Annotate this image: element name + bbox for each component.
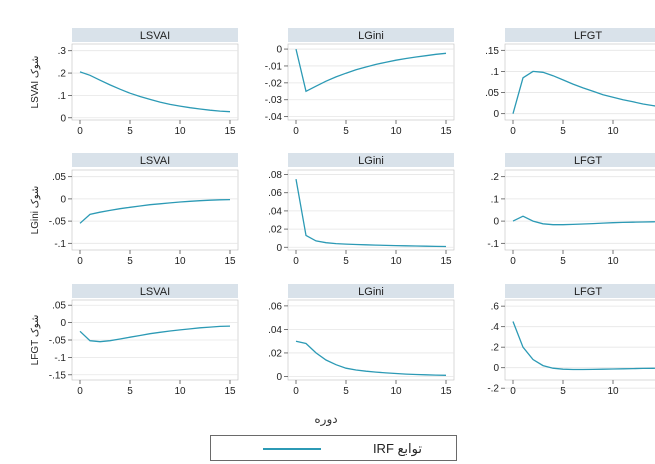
y-tick-label-r1c1-2: .2 — [58, 69, 67, 80]
x-tick-label-r1c1-2: 10 — [174, 126, 186, 137]
y-tick-label-r1c3-2: .1 — [491, 67, 500, 78]
y-tick-label-r3c3-3: 0 — [493, 363, 499, 374]
x-axis-label: دوره — [296, 412, 356, 426]
y-tick-label-r3c1-1: 0 — [60, 318, 66, 329]
row-shock-label-3: LFGT شوک — [30, 315, 41, 366]
plot-area-r3c2 — [288, 300, 454, 380]
y-tick-label-r3c3-4: -.2 — [487, 384, 499, 395]
y-tick-label-r3c1-0: .05 — [52, 301, 66, 312]
y-tick-label-r2c1-0: .05 — [52, 172, 66, 183]
y-tick-label-r1c2-1: -.01 — [265, 61, 283, 72]
y-tick-label-r1c2-3: -.03 — [265, 95, 283, 106]
panel-title-r2c2: LGini — [358, 155, 384, 167]
plot-area-r2c3 — [505, 170, 655, 250]
y-tick-label-r3c1-3: -.1 — [54, 353, 66, 364]
y-tick-label-r1c2-0: 0 — [276, 45, 282, 56]
y-tick-label-r2c2-0: 0 — [276, 243, 282, 254]
y-tick-label-r2c2-2: .04 — [268, 206, 282, 217]
y-tick-label-r3c2-0: 0 — [276, 372, 282, 383]
y-tick-label-r2c2-4: .08 — [268, 170, 282, 181]
x-tick-label-r3c1-2: 10 — [174, 386, 186, 397]
legend: توابع IRF — [210, 435, 457, 461]
x-tick-label-r3c3-1: 5 — [560, 386, 566, 397]
legend-label: توابع IRF — [373, 441, 422, 457]
x-tick-label-r3c2-3: 15 — [440, 386, 452, 397]
panel-title-r1c1: LSVAI — [140, 30, 170, 42]
y-tick-label-r1c1-0: 0 — [60, 113, 66, 124]
panel-title-r3c3: LFGT — [574, 286, 602, 298]
y-tick-label-r1c1-3: .3 — [58, 46, 67, 57]
x-tick-label-r2c2-3: 15 — [440, 256, 452, 267]
x-tick-label-r2c3-0: 0 — [510, 256, 516, 267]
x-tick-label-r1c3-1: 5 — [560, 126, 566, 137]
x-tick-label-r2c1-3: 15 — [224, 256, 236, 267]
x-tick-label-r1c3-0: 0 — [510, 126, 516, 137]
y-tick-label-r1c1-1: .1 — [58, 91, 67, 102]
y-tick-label-r2c1-3: -.1 — [54, 239, 66, 250]
x-tick-label-r3c2-0: 0 — [293, 386, 299, 397]
x-tick-label-r1c1-3: 15 — [224, 126, 236, 137]
x-tick-label-r2c1-1: 5 — [127, 256, 133, 267]
y-tick-label-r1c3-3: .15 — [485, 46, 499, 57]
y-tick-label-r2c3-0: .2 — [491, 172, 500, 183]
x-tick-label-r1c3-2: 10 — [607, 126, 619, 137]
x-tick-label-r1c1-0: 0 — [77, 126, 83, 137]
x-tick-label-r3c1-3: 15 — [224, 386, 236, 397]
x-tick-label-r3c3-0: 0 — [510, 386, 516, 397]
plot-area-r2c2 — [288, 170, 454, 250]
y-tick-label-r2c1-1: 0 — [60, 194, 66, 205]
x-tick-label-r2c1-0: 0 — [77, 256, 83, 267]
y-tick-label-r2c3-3: -.1 — [487, 239, 499, 250]
x-tick-label-r1c2-0: 0 — [293, 126, 299, 137]
x-tick-label-r3c2-1: 5 — [343, 386, 349, 397]
plot-area-r2c1 — [72, 170, 238, 250]
x-tick-label-r2c2-1: 5 — [343, 256, 349, 267]
y-tick-label-r3c1-4: -.15 — [49, 370, 67, 381]
plot-area-r1c1 — [72, 44, 238, 120]
x-tick-label-r2c1-2: 10 — [174, 256, 186, 267]
panel-title-r3c1: LSVAI — [140, 286, 170, 298]
x-tick-label-r3c2-2: 10 — [390, 386, 402, 397]
y-tick-label-r3c2-1: .02 — [268, 348, 282, 359]
panel-title-r2c1: LSVAI — [140, 155, 170, 167]
y-tick-label-r3c2-2: .04 — [268, 325, 282, 336]
x-tick-label-r2c3-1: 5 — [560, 256, 566, 267]
y-tick-label-r2c2-3: .06 — [268, 188, 282, 199]
y-tick-label-r1c3-0: 0 — [493, 109, 499, 120]
y-tick-label-r2c1-2: -.05 — [49, 217, 67, 228]
y-tick-label-r1c3-1: .05 — [485, 88, 499, 99]
panel-title-r1c3: LFGT — [574, 30, 602, 42]
x-tick-label-r2c2-2: 10 — [390, 256, 402, 267]
y-tick-label-r1c2-2: -.02 — [265, 78, 283, 89]
y-tick-label-r2c3-1: .1 — [491, 194, 500, 205]
legend-line-swatch — [263, 448, 321, 450]
y-tick-label-r2c3-2: 0 — [493, 217, 499, 228]
y-tick-label-r3c1-2: -.05 — [49, 336, 67, 347]
x-tick-label-r2c3-2: 10 — [607, 256, 619, 267]
panel-title-r1c2: LGini — [358, 30, 384, 42]
y-tick-label-r2c2-1: .02 — [268, 225, 282, 236]
x-tick-label-r1c2-3: 15 — [440, 126, 452, 137]
y-tick-label-r1c2-4: -.04 — [265, 112, 283, 123]
x-tick-label-r1c2-1: 5 — [343, 126, 349, 137]
plot-area-r1c3 — [505, 44, 655, 120]
x-tick-label-r3c3-2: 10 — [607, 386, 619, 397]
x-tick-label-r1c2-2: 10 — [390, 126, 402, 137]
x-tick-label-r3c1-0: 0 — [77, 386, 83, 397]
x-tick-label-r2c2-0: 0 — [293, 256, 299, 267]
y-tick-label-r3c3-2: .2 — [491, 343, 500, 354]
panel-title-r3c2: LGini — [358, 286, 384, 298]
y-tick-label-r3c3-0: .6 — [491, 302, 500, 313]
y-tick-label-r3c3-1: .4 — [491, 322, 500, 333]
x-tick-label-r3c1-1: 5 — [127, 386, 133, 397]
panel-title-r2c3: LFGT — [574, 155, 602, 167]
row-shock-label-2: LGini شوک — [30, 186, 41, 235]
x-tick-label-r1c1-1: 5 — [127, 126, 133, 137]
row-shock-label-1: LSVAI شوک — [30, 56, 41, 109]
y-tick-label-r3c2-3: .06 — [268, 301, 282, 312]
